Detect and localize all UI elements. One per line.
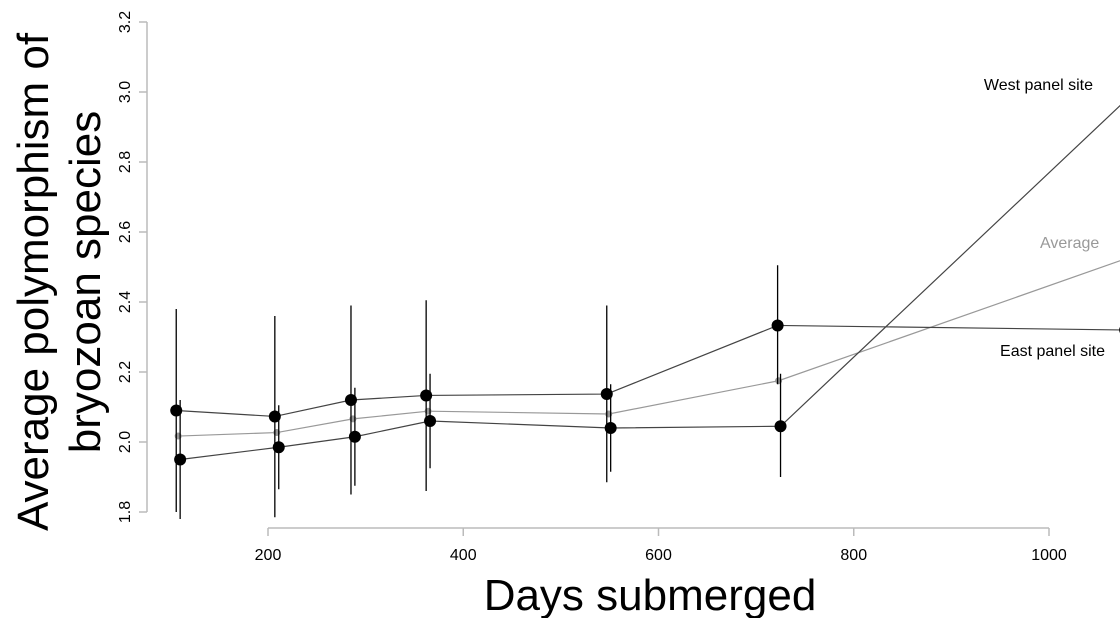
data-point xyxy=(604,422,617,434)
series-east-panel-site xyxy=(170,265,1120,518)
data-point xyxy=(272,441,285,454)
annotations: West panel site Average East panel site xyxy=(984,77,1105,360)
series-layer xyxy=(170,104,1120,519)
data-point xyxy=(174,453,187,466)
data-point xyxy=(170,404,183,417)
x-axis-title: Days submerged xyxy=(484,571,817,618)
annotation-west-panel-site: West panel site xyxy=(984,77,1093,94)
data-point xyxy=(268,410,281,423)
series-average xyxy=(174,260,1120,440)
x-ticks: 200 400 600 800 1000 xyxy=(255,528,1067,564)
y-tick-label: 2.2 xyxy=(117,361,134,383)
series-west-panel-site xyxy=(174,104,1120,519)
annotation-east-panel-site: East panel site xyxy=(1000,343,1105,360)
data-point xyxy=(774,420,787,433)
y-axis-title-line-1: Average polymorphism of xyxy=(9,32,58,531)
annotation-average: Average xyxy=(1040,235,1099,252)
data-point xyxy=(424,415,437,427)
y-tick-label: 2.4 xyxy=(117,291,134,313)
y-tick-label: 2.6 xyxy=(117,221,134,243)
data-point xyxy=(420,389,433,402)
x-tick-label: 1000 xyxy=(1031,547,1067,564)
data-point xyxy=(344,394,357,406)
x-tick-label: 800 xyxy=(840,547,867,564)
y-tick-label: 2.8 xyxy=(117,151,134,173)
series-line xyxy=(178,260,1120,437)
axes: 200 400 600 800 1000 1.8 2.0 2.2 2.4 2.6 2.8 3.0 3.… xyxy=(117,11,1067,564)
x-tick-label: 600 xyxy=(645,547,672,564)
y-axis-title-line-2: bryozoan species xyxy=(61,111,110,453)
y-tick-label: 3.2 xyxy=(117,11,134,33)
y-tick-label: 2.0 xyxy=(117,431,134,453)
y-ticks: 1.8 2.0 2.2 2.4 2.6 2.8 3.0 3.2 xyxy=(117,11,147,523)
data-point xyxy=(600,388,613,401)
x-tick-label: 400 xyxy=(450,547,477,564)
y-tick-label: 3.0 xyxy=(117,81,134,103)
data-point xyxy=(348,430,361,443)
data-point xyxy=(771,319,784,332)
y-tick-label: 1.8 xyxy=(117,501,134,523)
series-line xyxy=(176,324,1120,418)
x-tick-label: 200 xyxy=(255,547,282,564)
